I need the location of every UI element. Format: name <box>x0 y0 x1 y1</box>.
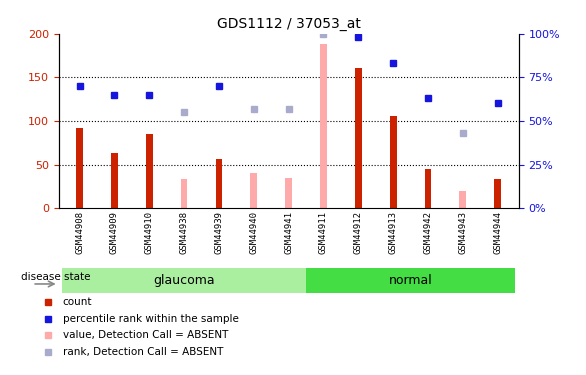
Bar <box>320 44 327 208</box>
Text: GSM44942: GSM44942 <box>424 211 432 254</box>
Bar <box>425 169 431 208</box>
Text: GSM44908: GSM44908 <box>75 211 84 254</box>
Text: value, Detection Call = ABSENT: value, Detection Call = ABSENT <box>63 330 228 340</box>
Bar <box>459 190 466 208</box>
Bar <box>250 173 257 208</box>
Bar <box>495 179 501 208</box>
Text: GSM44939: GSM44939 <box>214 211 223 254</box>
Bar <box>285 178 292 208</box>
Text: GSM44909: GSM44909 <box>110 211 119 254</box>
Bar <box>62 268 306 292</box>
Bar <box>76 128 83 208</box>
Text: GSM44940: GSM44940 <box>249 211 258 254</box>
Text: GSM44913: GSM44913 <box>389 211 398 254</box>
Bar <box>111 153 118 208</box>
Text: GSM44912: GSM44912 <box>354 211 363 254</box>
Text: GSM44911: GSM44911 <box>319 211 328 254</box>
Text: normal: normal <box>389 274 432 287</box>
Bar <box>180 179 188 208</box>
Bar <box>306 268 515 292</box>
Bar <box>390 116 397 208</box>
Text: glaucoma: glaucoma <box>154 274 215 287</box>
Text: disease state: disease state <box>21 272 90 282</box>
Text: GSM44943: GSM44943 <box>458 211 468 254</box>
Title: GDS1112 / 37053_at: GDS1112 / 37053_at <box>217 17 360 32</box>
Text: percentile rank within the sample: percentile rank within the sample <box>63 314 239 324</box>
Text: GSM44944: GSM44944 <box>493 211 502 254</box>
Bar <box>355 68 362 208</box>
Text: GSM44938: GSM44938 <box>179 211 189 254</box>
Text: count: count <box>63 297 92 307</box>
Bar <box>216 159 222 208</box>
Text: GSM44910: GSM44910 <box>145 211 154 254</box>
Text: GSM44941: GSM44941 <box>284 211 293 254</box>
Text: rank, Detection Call = ABSENT: rank, Detection Call = ABSENT <box>63 347 223 357</box>
Bar <box>146 134 152 208</box>
